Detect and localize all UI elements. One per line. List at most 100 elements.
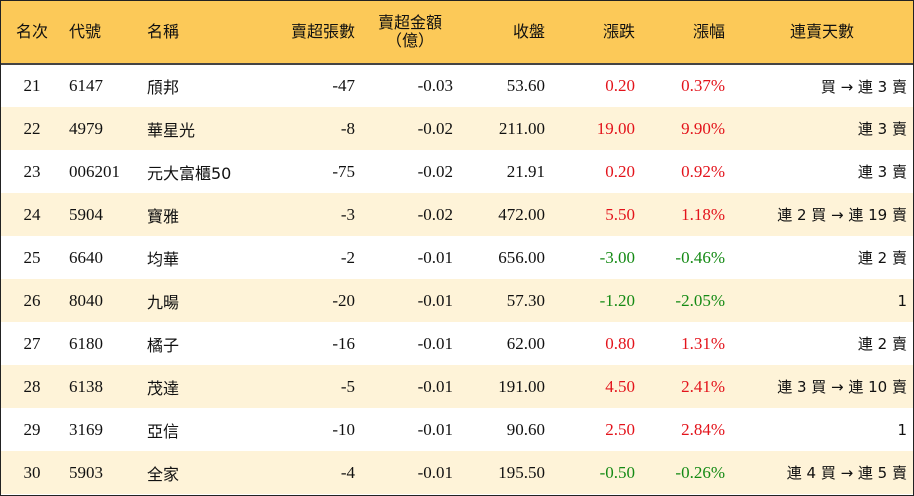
net-sell-amount-cell: -0.01 [417, 462, 453, 482]
name-cell: 九暘 [147, 292, 180, 312]
net-sell-amount-cell: -0.01 [417, 333, 453, 353]
code-cell: 5903 [69, 462, 103, 482]
header-code: 代號 [63, 1, 141, 65]
header-name: 名稱 [141, 1, 261, 65]
streak-cell: 連 3 賣 [857, 120, 907, 138]
net-sell-amount-cell: -0.02 [417, 204, 453, 224]
rank-cell: 25 [23, 247, 41, 267]
net-sell-amount-cell: -0.01 [417, 290, 453, 310]
header-net-sell-amount-label: 賣超金額 [377, 13, 442, 32]
rank-cell: 30 [23, 462, 41, 482]
rank-cell: 26 [23, 290, 41, 310]
streak-cell: 1 [897, 291, 907, 310]
header-close: 收盤 [459, 1, 551, 65]
close-price-cell: 62.00 [506, 333, 545, 353]
table-row: 24 5904 寶雅 -3 -0.02 472.00 5.50 1.18% 連 2 買 → 連 … [1, 193, 913, 236]
change-cell: 5.50 [605, 204, 635, 224]
pct-change-cell: -0.46% [675, 247, 725, 267]
close-price-cell: 211.00 [498, 118, 545, 138]
name-cell: 亞信 [147, 421, 180, 441]
change-cell: 0.20 [605, 161, 635, 181]
code-cell: 6138 [69, 376, 103, 396]
pct-change-cell: 1.31% [681, 333, 725, 353]
net-sell-lots-cell: -16 [332, 333, 355, 353]
streak-cell: 連 2 賣 [857, 335, 907, 353]
rank-cell: 28 [23, 376, 41, 396]
net-sell-lots-cell: -8 [340, 118, 355, 138]
table-row: 29 3169 亞信 -10 -0.01 90.60 2.50 2.84% 1 [1, 408, 913, 451]
table-row: 30 5903 全家 -4 -0.01 195.50 -0.50 -0.26% 連 4 買 → … [1, 451, 913, 494]
name-cell: 均華 [147, 249, 180, 269]
name-cell: 橘子 [147, 335, 180, 355]
header-pct: 漲幅 [641, 1, 731, 65]
code-cell: 6180 [69, 333, 103, 353]
streak-cell: 買 → 連 3 賣 [820, 77, 907, 96]
close-price-cell: 656.00 [498, 247, 545, 267]
change-cell: 19.00 [596, 118, 635, 138]
name-cell: 元大富櫃50 [147, 163, 232, 183]
net-sell-amount-cell: -0.01 [417, 247, 453, 267]
net-sell-amount-cell: -0.02 [417, 161, 453, 181]
change-cell: 4.50 [605, 376, 635, 396]
net-sell-lots-cell: -47 [332, 76, 355, 95]
pct-change-cell: -2.05% [675, 290, 725, 310]
header-net-sell-amount: 賣超金額 （億） [361, 1, 459, 65]
code-cell: 8040 [69, 290, 103, 310]
streak-cell: 連 2 賣 [857, 249, 907, 267]
net-sell-amount-cell: -0.01 [417, 376, 453, 396]
close-price-cell: 90.60 [506, 419, 545, 439]
rank-cell: 27 [23, 333, 41, 353]
pct-change-cell: 2.41% [681, 376, 725, 396]
net-sell-lots-cell: -2 [340, 247, 355, 267]
table-row: 28 6138 茂達 -5 -0.01 191.00 4.50 2.41% 連 3 買 → 連 … [1, 365, 913, 408]
close-price-cell: 21.91 [506, 161, 545, 181]
code-cell: 5904 [69, 204, 103, 224]
close-price-cell: 195.50 [498, 462, 545, 482]
code-cell: 3169 [69, 419, 103, 439]
pct-change-cell: 0.37% [681, 76, 725, 95]
table-row: 22 4979 華星光 -8 -0.02 211.00 19.00 9.90% 連 3 賣 [1, 107, 913, 150]
pct-change-cell: -0.26% [675, 462, 725, 482]
rank-cell: 29 [23, 419, 41, 439]
net-sell-lots-cell: -3 [340, 204, 355, 224]
header-streak: 連賣天數 [731, 1, 913, 65]
table-row: 21 6147 頎邦 -47 -0.03 53.60 0.20 0.37% 買 → 連 3 賣 [1, 64, 913, 107]
code-cell: 4979 [69, 118, 103, 138]
header-rank: 名次 [1, 1, 63, 65]
rank-cell: 21 [23, 76, 41, 95]
change-cell: -3.00 [599, 247, 635, 267]
pct-change-cell: 9.90% [681, 118, 725, 138]
name-cell: 茂達 [147, 378, 180, 398]
close-price-cell: 472.00 [498, 204, 545, 224]
close-price-cell: 191.00 [498, 376, 545, 396]
net-sell-amount-cell: -0.03 [417, 76, 453, 95]
net-sell-lots-cell: -75 [332, 161, 355, 181]
table-row: 25 6640 均華 -2 -0.01 656.00 -3.00 -0.46% 連 2 賣 [1, 236, 913, 279]
streak-cell: 連 4 買 → 連 5 賣 [786, 464, 907, 482]
table-row: 26 8040 九暘 -20 -0.01 57.30 -1.20 -2.05% 1 [1, 279, 913, 322]
name-cell: 華星光 [147, 120, 196, 140]
rank-cell: 24 [23, 204, 41, 224]
streak-cell: 連 2 買 → 連 19 賣 [777, 206, 907, 224]
rank-cell: 23 [23, 161, 41, 181]
header-change: 漲跌 [551, 1, 641, 65]
change-cell: -1.20 [599, 290, 635, 310]
table-header-row: 名次 代號 名稱 賣超張數 賣超金額 （億） 收盤 漲跌 漲幅 連賣天數 [1, 1, 913, 65]
change-cell: 2.50 [605, 419, 635, 439]
pct-change-cell: 1.18% [681, 204, 725, 224]
table-row: 23 006201 元大富櫃50 -75 -0.02 21.91 0.20 0.92% 連 3 … [1, 150, 913, 193]
header-net-sell-lots: 賣超張數 [261, 1, 361, 65]
name-cell: 頎邦 [147, 78, 180, 97]
net-sell-lots-cell: -10 [332, 419, 355, 439]
name-cell: 全家 [147, 464, 180, 484]
pct-change-cell: 2.84% [681, 419, 725, 439]
change-cell: 0.80 [605, 333, 635, 353]
name-cell: 寶雅 [147, 206, 180, 226]
code-cell: 006201 [69, 161, 120, 181]
net-sell-amount-cell: -0.01 [417, 419, 453, 439]
net-sell-amount-cell: -0.02 [417, 118, 453, 138]
close-price-cell: 57.30 [506, 290, 545, 310]
